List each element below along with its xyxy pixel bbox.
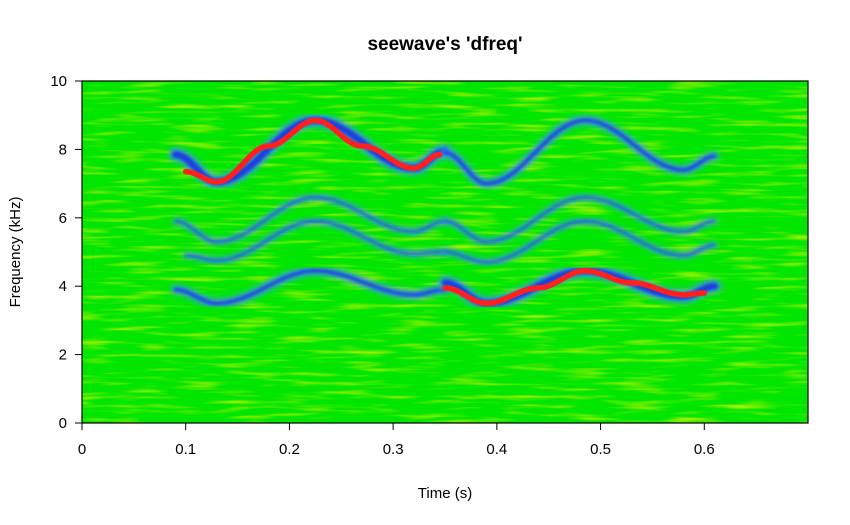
x-tick-label: 0.6 <box>694 441 715 458</box>
y-tick-label: 4 <box>59 278 67 295</box>
y-tick-label: 8 <box>59 141 67 158</box>
y-axis: 0 2 4 6 8 10 <box>50 73 82 432</box>
harmonic-band-1 <box>443 118 717 186</box>
x-tick-label: 0.4 <box>486 441 507 458</box>
x-axis-label: Time (s) <box>418 485 472 502</box>
y-tick-label: 0 <box>59 415 67 432</box>
y-tick-label: 6 <box>59 210 67 227</box>
x-axis: 0 0.1 0.2 0.3 0.4 0.5 0.6 <box>78 423 715 458</box>
harmonic-band-2 <box>174 196 446 243</box>
harmonic-band-6 <box>173 269 447 306</box>
x-tick-label: 0 <box>78 441 86 458</box>
spectrogram-plot-area <box>82 81 808 423</box>
dfreq-series-0 <box>182 117 443 185</box>
x-tick-label: 0.1 <box>175 441 196 458</box>
harmonic-band-3 <box>444 196 716 243</box>
dfreq-series-1 <box>442 268 708 307</box>
dominant-frequency-layer <box>182 117 708 307</box>
plot-frame <box>81 80 809 424</box>
x-tick-label: 0.3 <box>383 441 404 458</box>
y-tick-label: 10 <box>50 73 67 90</box>
harmonic-band-4 <box>184 220 446 262</box>
harmonic-band-5 <box>444 220 716 264</box>
y-axis-label: Frequency (kHz) <box>7 197 24 308</box>
x-tick-label: 0.2 <box>279 441 300 458</box>
chart-title: seewave's 'dfreq' <box>367 34 522 55</box>
y-tick-label: 2 <box>59 347 67 364</box>
x-tick-label: 0.5 <box>590 441 611 458</box>
